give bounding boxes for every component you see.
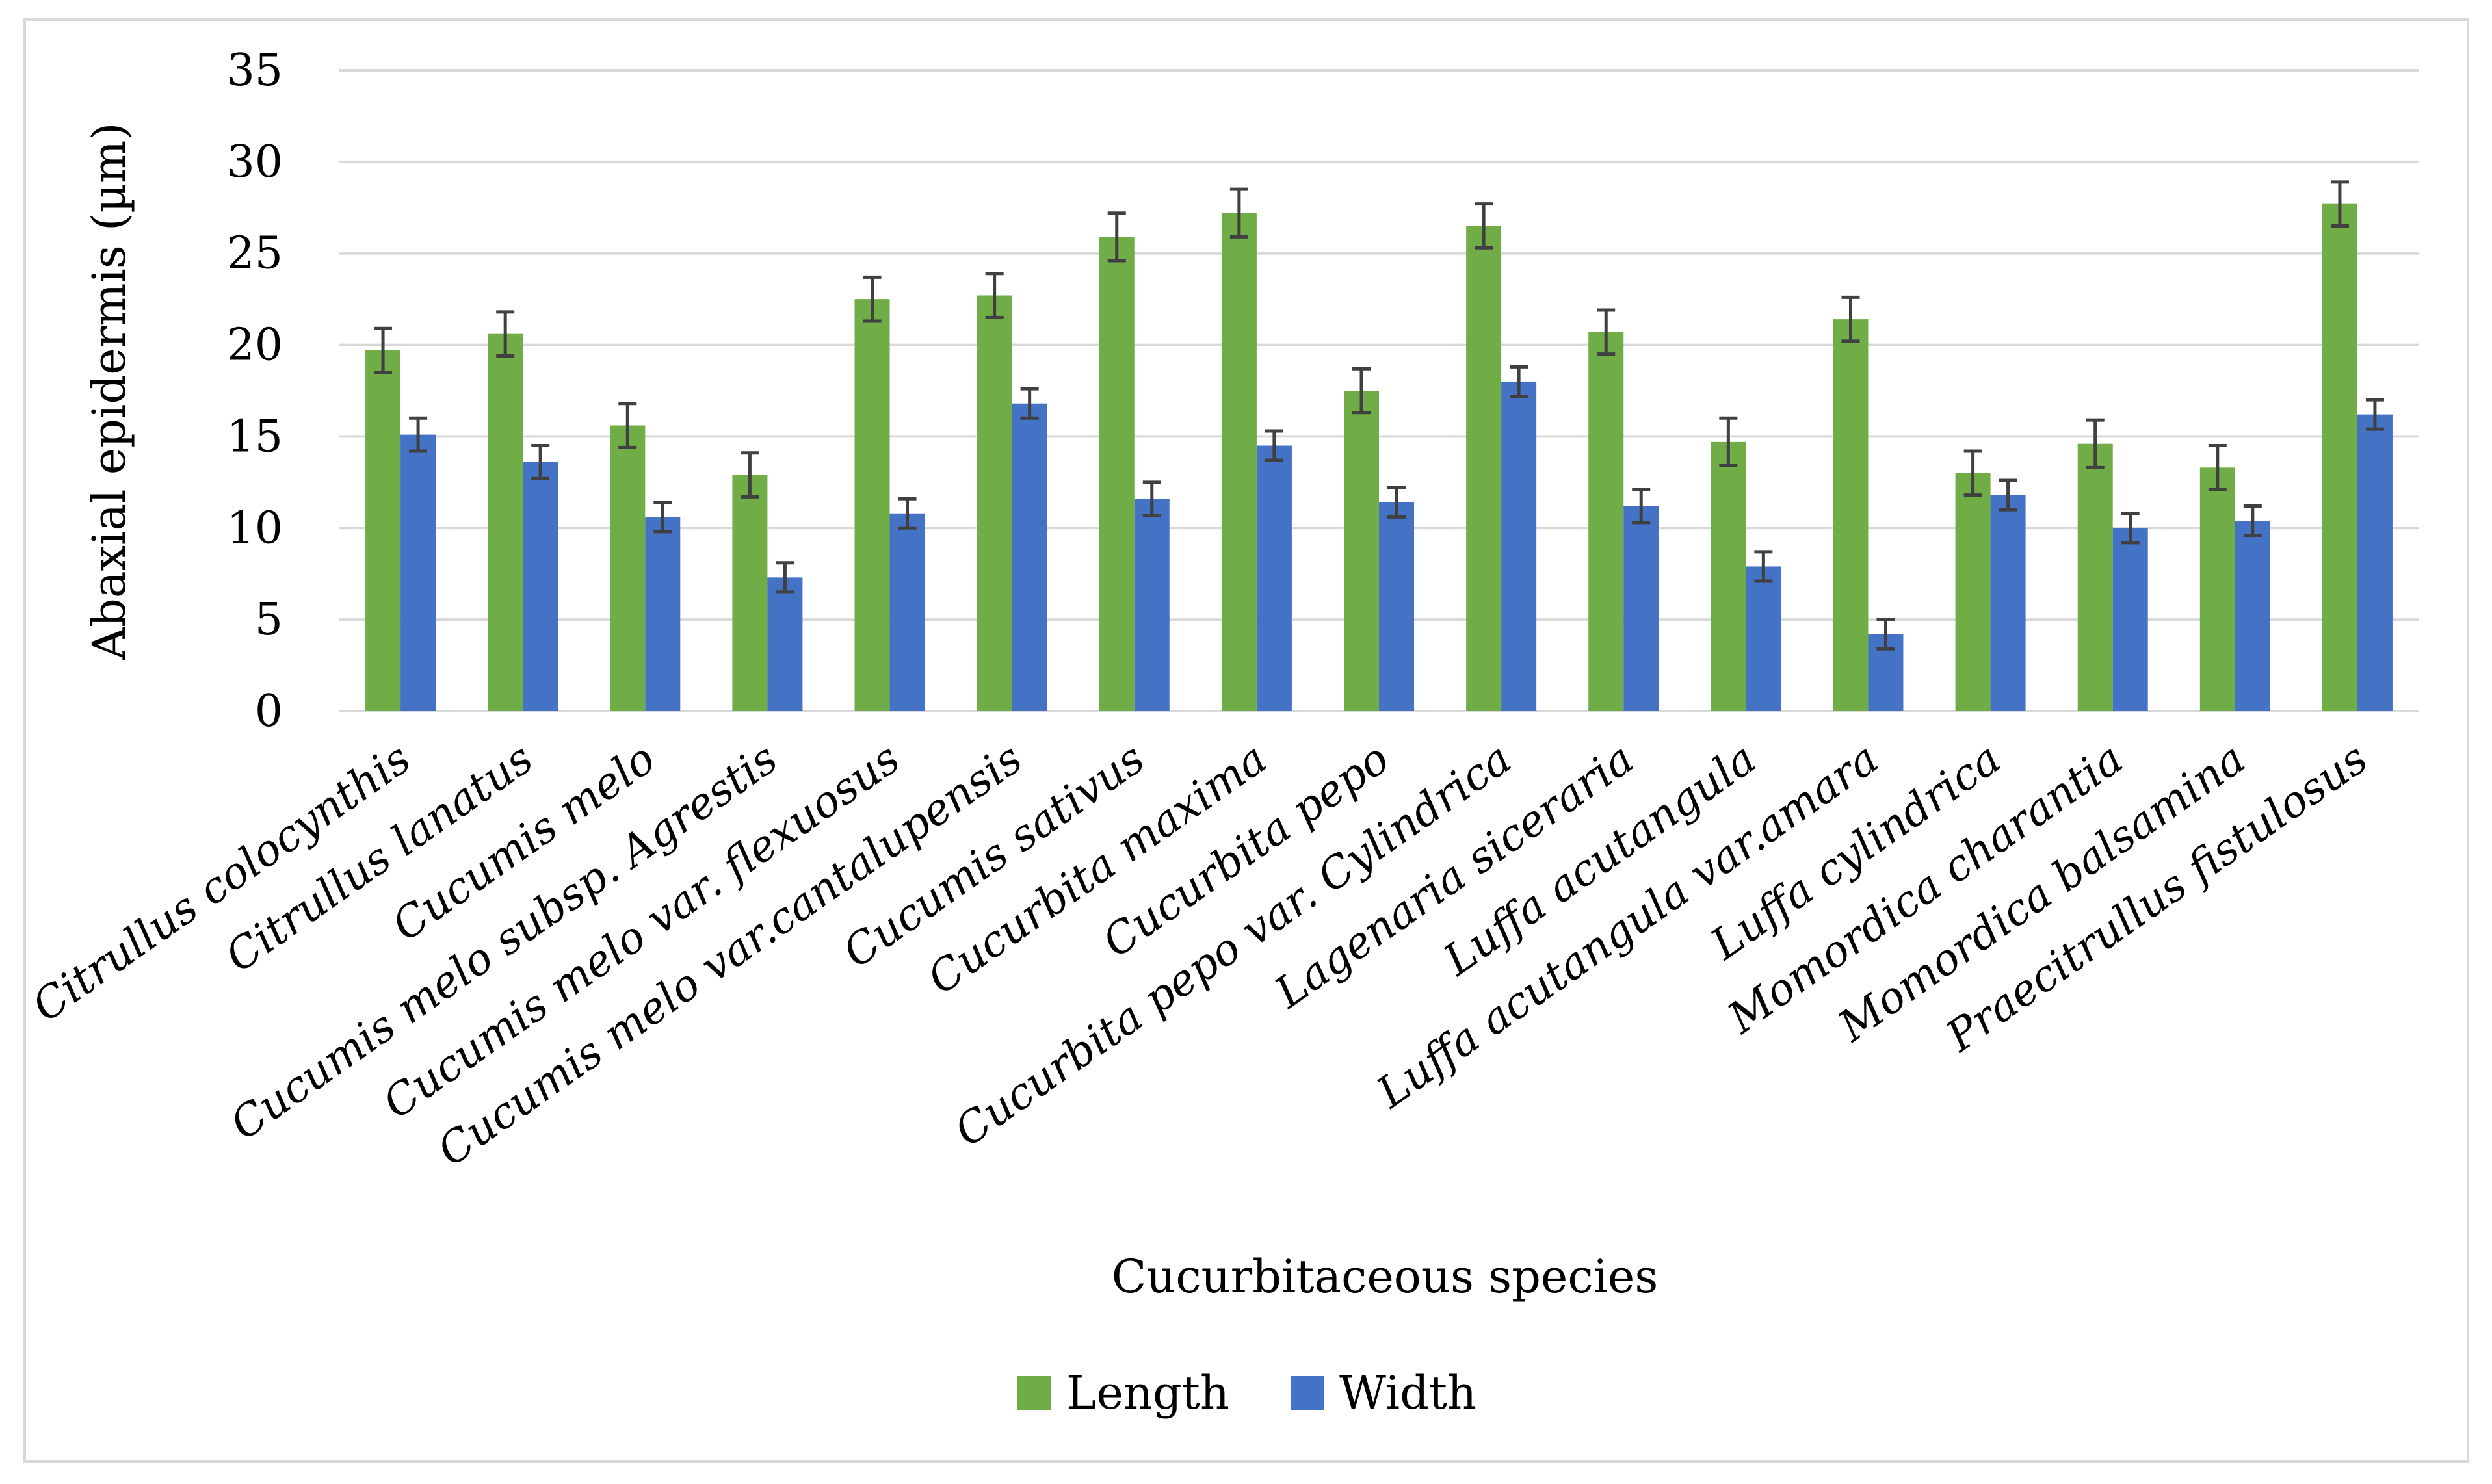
bars <box>365 203 2393 712</box>
y-tick-label: 10 <box>226 502 283 554</box>
bar-length <box>1588 332 1624 711</box>
bar-length <box>1955 473 1991 711</box>
bar-length <box>365 350 401 711</box>
legend-swatch-length <box>1017 1376 1051 1410</box>
bar-length <box>1099 237 1135 711</box>
bar-width <box>1256 445 1292 711</box>
bar-length <box>1466 226 1502 711</box>
bar-length <box>1711 441 1746 711</box>
bar-width <box>1379 502 1414 711</box>
y-tick-label: 20 <box>226 320 283 371</box>
bar-length <box>2199 467 2235 711</box>
bar-length <box>1221 213 1257 711</box>
y-tick-label: 30 <box>226 137 283 188</box>
bar-width <box>1012 403 1047 711</box>
legend-label-length: Length <box>1066 1366 1229 1420</box>
error-bars <box>374 180 2384 651</box>
bar-width <box>2235 521 2270 711</box>
bar-length <box>1344 391 1379 711</box>
bar-width <box>767 577 803 711</box>
bar-length <box>854 299 890 712</box>
bar-width <box>523 462 558 711</box>
bar-width <box>1990 495 2026 711</box>
bar-length <box>977 295 1012 712</box>
bar-width <box>889 513 925 711</box>
bar-width <box>1501 381 1537 711</box>
y-tick-label: 15 <box>226 411 283 462</box>
y-axis-ticks: 0 5 10 15 20 25 30 35 <box>226 45 283 737</box>
y-tick-label: 25 <box>226 228 283 280</box>
bar-width <box>2112 528 2148 711</box>
bar-length <box>610 425 646 711</box>
bar-width <box>1746 566 1781 711</box>
bar-width <box>1623 506 1659 711</box>
x-axis-title: Cucurbitaceous species <box>1112 1250 1659 1303</box>
bar-length <box>2322 203 2357 711</box>
bar-width <box>645 517 681 711</box>
y-tick-label: 0 <box>255 686 283 737</box>
bar-length <box>488 333 523 711</box>
bar-length <box>732 475 768 711</box>
legend-swatch-width <box>1291 1376 1324 1410</box>
y-axis-title: Abaxial epidermis (µm) <box>83 122 136 660</box>
y-tick-label: 5 <box>255 594 283 645</box>
bar-width <box>400 434 436 711</box>
bar-length <box>2077 443 2113 711</box>
bar-width <box>2357 414 2393 711</box>
bar-width <box>1134 499 1170 711</box>
gridlines <box>339 69 2419 712</box>
bar-length <box>1833 319 1869 711</box>
legend: Length Width <box>1017 1366 1476 1420</box>
y-tick-label: 35 <box>226 45 283 96</box>
legend-label-width: Width <box>1339 1366 1476 1420</box>
